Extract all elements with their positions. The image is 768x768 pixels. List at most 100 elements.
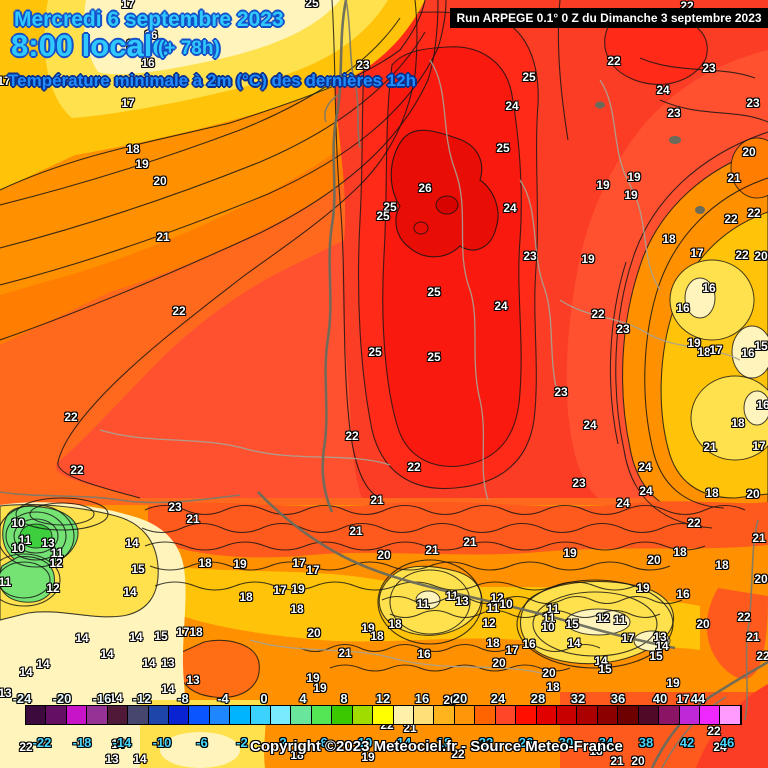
colorbar-bottom-label: 38 (638, 735, 654, 750)
colorbar-cell (597, 706, 619, 724)
map-value-label: 12 (482, 616, 496, 630)
map-value-label: 16 (702, 281, 716, 295)
map-value-label: 23 (667, 106, 681, 120)
map-value-label: 11 (546, 602, 560, 616)
map-value-label: 16 (141, 56, 155, 70)
map-value-label: 24 (656, 83, 670, 97)
map-value-label: 12 (490, 591, 504, 605)
map-value-label: 15 (154, 629, 168, 643)
colorbar-top-label: 36 (610, 691, 626, 706)
map-value-label: 21 (186, 512, 200, 526)
map-value-label: 22 (172, 304, 186, 318)
colorbar-cell (189, 706, 210, 724)
map-value-label: 20 (631, 754, 645, 768)
colorbar-cell (230, 706, 251, 724)
map-value-label: 14 (594, 654, 608, 668)
map-value-label: 17 (0, 74, 11, 88)
map-value-label: 12 (46, 581, 60, 595)
map-value-label: 10 (541, 620, 555, 634)
map-value-label: 23 (702, 61, 716, 75)
map-value-label: 14 (75, 631, 89, 645)
map-value-label: 18 (697, 345, 711, 359)
map-value-label: 15 (565, 617, 579, 631)
map-value-label: 16 (741, 346, 755, 360)
map-value-label: 17 (621, 631, 635, 645)
map-value-label: 21 (338, 646, 352, 660)
map-value-label: 14 (133, 752, 147, 766)
colorbar-cell (495, 706, 517, 724)
run-info-text: Run ARPEGE 0.1° 0 Z du Dimanche 3 septem… (456, 11, 762, 25)
map-value-label: 19 (135, 157, 149, 171)
map-value-label: 11 (0, 575, 12, 589)
map-value-label: 16 (676, 301, 690, 315)
colorbar-top-label: 44 (690, 691, 706, 706)
map-value-label: 20 (307, 626, 321, 640)
map-value-label: 19 (636, 581, 650, 595)
map-value-label: 21 (610, 754, 624, 768)
colorbar-top-label: 28 (530, 691, 546, 706)
map-value-label: 11 (486, 601, 500, 615)
map-value-label: 18 (546, 680, 560, 694)
colorbar-top-label: 4 (299, 691, 307, 706)
colorbar-cell (352, 706, 374, 724)
map-value-label: 24 (713, 740, 727, 754)
map-value-label: 19 (361, 621, 375, 635)
map-value-label: 18 (673, 545, 687, 559)
map-value-label: 19 (291, 582, 305, 596)
run-info-bar: Run ARPEGE 0.1° 0 Z du Dimanche 3 septem… (450, 8, 768, 28)
map-value-label: 14 (100, 647, 114, 661)
map-value-label: 21 (370, 493, 384, 507)
map-value-label: 19 (313, 681, 327, 695)
map-value-label: 18 (290, 748, 304, 762)
colorbar-bottom-label: 6 (320, 735, 328, 750)
colorbar-cell (577, 706, 598, 724)
map-value-label: 20 (746, 487, 760, 501)
colorbar-top-label: -4 (217, 691, 229, 706)
map-value-label: 17 (690, 246, 704, 260)
map-value-label: 10 (499, 597, 513, 611)
map-value-label: 22 (451, 747, 465, 761)
colorbar-top-label: 16 (414, 691, 430, 706)
map-value-label: 20 (443, 693, 457, 707)
map-value-label: 16 (144, 28, 158, 42)
colorbar-top-label: 32 (570, 691, 586, 706)
map-value-label: 11 (50, 546, 64, 560)
map-value-label: 13 (105, 752, 119, 766)
map-value-label: 17 (176, 625, 190, 639)
map-value-label: 15 (131, 562, 145, 576)
map-value-label: 17 (273, 583, 287, 597)
map-value-label: 22 (707, 724, 721, 738)
colorbar-cell (699, 706, 721, 724)
time-text: 8:00 locale (11, 28, 170, 63)
map-value-label: 18 (715, 558, 729, 572)
colorbar-cell (26, 706, 47, 724)
colorbar-cell (66, 706, 88, 724)
map-value-label: 14 (567, 636, 581, 650)
map-value-label: 21 (349, 524, 363, 538)
colorbar-cell (434, 706, 455, 724)
map-value-label: 18 (290, 602, 304, 616)
colorbar-bottom-label: 14 (396, 735, 412, 750)
colorbar-top-label: 12 (375, 691, 391, 706)
colorbar-cell (291, 706, 312, 724)
map-value-label: 13 (0, 686, 12, 700)
map-value-label: 14 (19, 665, 33, 679)
map-value-label: 19 (627, 170, 641, 184)
map-value-label: 18 (388, 617, 402, 631)
map-value-label: 25 (522, 70, 536, 84)
colorbar-cell (332, 706, 353, 724)
map-value-label: 11 (445, 589, 459, 603)
map-value-label: 17 (709, 343, 723, 357)
map-value-label: 20 (153, 174, 167, 188)
map-value-label: 21 (746, 630, 760, 644)
map-value-label: 21 (463, 535, 477, 549)
map-value-label: 19 (687, 336, 701, 350)
map-value-label: 18 (662, 232, 676, 246)
map-value-label: 23 (168, 500, 182, 514)
map-value-label: 24 (494, 299, 508, 313)
map-value-label: 23 (572, 476, 586, 490)
colorbar-top-label: -16 (92, 691, 112, 706)
map-value-label: 20 (647, 553, 661, 567)
map-value-label: 16 (417, 647, 431, 661)
map-value-label: 14 (142, 656, 156, 670)
